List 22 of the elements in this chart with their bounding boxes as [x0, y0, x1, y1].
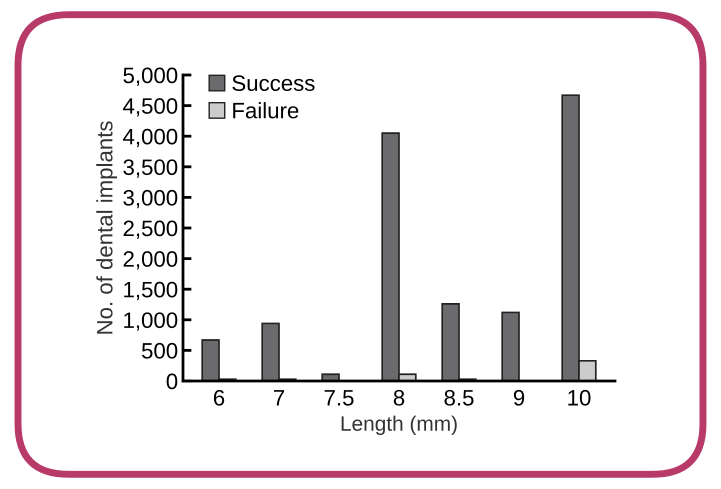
y-tick-label: 0	[166, 374, 178, 390]
y-tick-label: 3,000	[123, 190, 178, 208]
x-tick-label: 8	[394, 390, 404, 406]
y-tick-label: 2,000	[124, 251, 178, 270]
x-tick-label: 8.5	[444, 390, 474, 406]
x-tick-label: 7	[274, 390, 284, 406]
y-tick-label: 3,500	[123, 159, 178, 178]
x-tick-label: 9	[514, 390, 524, 406]
y-tick-label: 1,000	[124, 312, 178, 331]
y-axis-title: No. of dental implants	[96, 121, 117, 334]
x-tick-label: 6	[214, 390, 224, 406]
x-tick-label: 10	[568, 390, 590, 406]
x-axis-title: Length (mm)	[342, 416, 457, 436]
y-tick-label: 5,000	[123, 68, 178, 86]
y-tick-label: 4,500	[123, 98, 178, 116]
y-tick-label: 500	[142, 342, 178, 359]
y-tick-label: 4,000	[123, 128, 178, 148]
legend-label: Success	[232, 75, 315, 92]
legend-label: Failure	[233, 102, 298, 118]
x-tick-label: 7.5	[324, 390, 354, 406]
y-tick-label: 1,500	[124, 282, 178, 300]
y-tick-label: 2,500	[124, 220, 178, 239]
